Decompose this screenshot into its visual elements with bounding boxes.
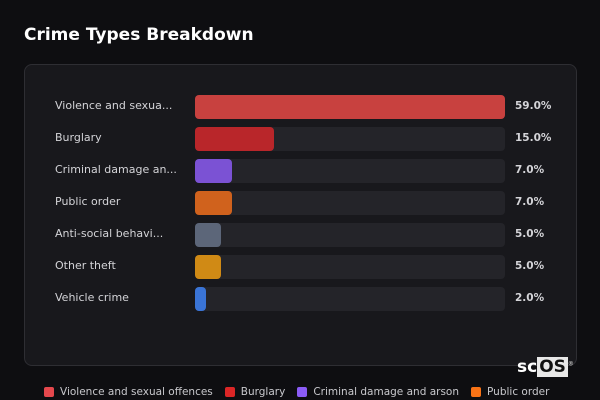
bar-row: Vehicle crime 2.0% <box>25 287 576 311</box>
bar-label: Public order <box>55 195 121 208</box>
bar-value-label: 15.0% <box>515 132 552 144</box>
legend: Violence and sexual offences Burglary Crim… <box>44 386 549 398</box>
bar-track <box>195 127 505 151</box>
legend-swatch <box>224 387 235 397</box>
legend-item[interactable]: Burglary <box>224 386 286 398</box>
bar-track <box>195 95 505 119</box>
bar-value-label: 59.0% <box>515 100 552 112</box>
bar-row: Anti-social behavi... 5.0% <box>25 223 576 247</box>
legend-label: Violence and sexual offences <box>60 386 213 398</box>
bar-label: Vehicle crime <box>55 291 129 304</box>
bar-value-label: 5.0% <box>515 260 545 272</box>
legend-item[interactable]: Violence and sexual offences <box>44 386 213 398</box>
bar-track <box>195 255 505 279</box>
bar-track <box>195 191 505 215</box>
bar-label: Violence and sexua... <box>55 99 173 112</box>
legend-item[interactable]: Public order <box>471 386 549 398</box>
legend-swatch <box>297 387 308 397</box>
bar-label: Other theft <box>55 259 116 272</box>
legend-swatch <box>471 387 482 397</box>
legend-label: Burglary <box>240 386 286 398</box>
legend-swatch <box>44 387 54 397</box>
bar-row: Burglary 15.0% <box>25 127 576 151</box>
bar[interactable] <box>195 223 222 247</box>
bar[interactable] <box>195 255 222 279</box>
legend-label: Criminal damage and arson <box>313 386 460 398</box>
bar-track <box>195 287 505 311</box>
bar-label: Criminal damage an... <box>55 163 177 176</box>
logo-text: sc <box>517 357 538 377</box>
bar[interactable] <box>195 287 206 311</box>
bar-row: Criminal damage an... 7.0% <box>25 159 576 183</box>
bar-value-label: 7.0% <box>515 196 545 208</box>
bar-track <box>195 159 505 183</box>
bar-value-label: 7.0% <box>515 164 545 176</box>
legend-label: Public order <box>487 386 550 398</box>
legend-item[interactable]: Criminal damage and arson <box>297 386 459 398</box>
bar-value-label: 5.0% <box>515 228 545 240</box>
bar-row: Other theft 5.0% <box>25 255 576 279</box>
bar[interactable] <box>195 95 505 119</box>
bar[interactable] <box>195 191 232 215</box>
bar-label: Burglary <box>55 131 102 144</box>
bar-label: Anti-social behavi... <box>55 227 164 240</box>
bar-value-label: 2.0% <box>515 292 545 304</box>
bar-row: Violence and sexua... 59.0% <box>25 95 576 119</box>
chart-title: Crime Types Breakdown <box>24 25 254 45</box>
bar-track <box>195 223 505 247</box>
chart-card: Violence and sexua... 59.0% Burglary 15.0… <box>24 64 577 366</box>
registered-mark: ® <box>567 360 574 368</box>
bar-row: Public order 7.0% <box>25 191 576 215</box>
scos-logo: sc OS ® <box>517 357 574 377</box>
bar[interactable] <box>195 159 232 183</box>
logo-text-box: OS <box>537 357 568 377</box>
bar[interactable] <box>195 127 274 151</box>
